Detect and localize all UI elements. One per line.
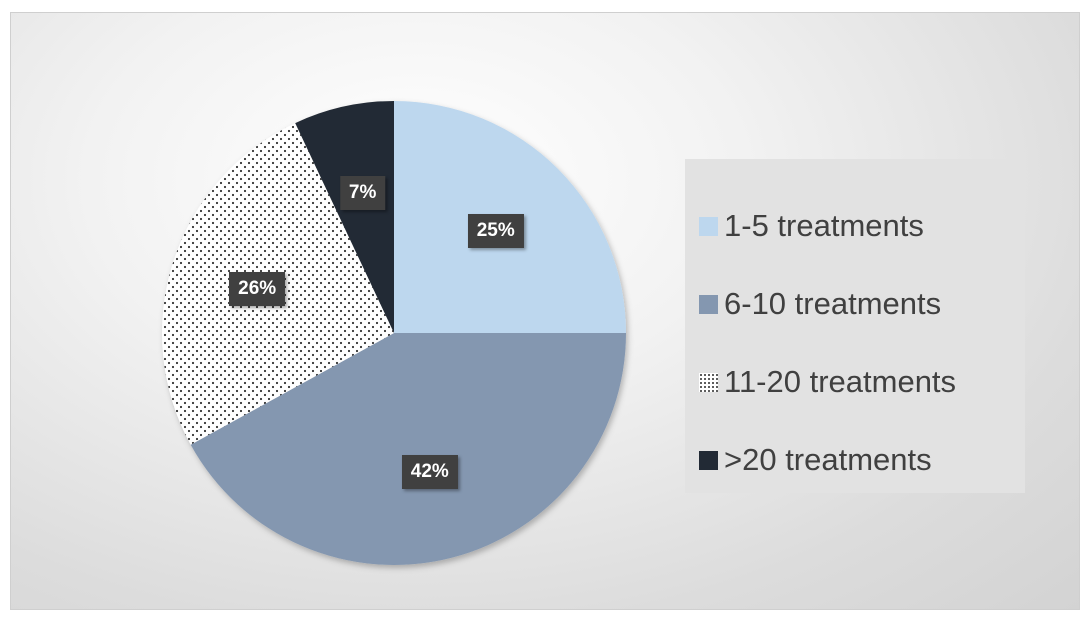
legend-swatch: [699, 372, 718, 392]
legend-item: >20 treatments: [685, 421, 1025, 499]
legend-item: 11-20 treatments: [685, 343, 1025, 421]
legend: 1-5 treatments 6-10 treatments 11-20 tre…: [685, 159, 1025, 493]
data-label: 7%: [339, 175, 386, 210]
legend-swatch: [699, 294, 718, 314]
data-label: 42%: [401, 455, 458, 490]
legend-item: 1-5 treatments: [685, 187, 1025, 265]
legend-swatch: [699, 216, 718, 236]
pie-slice: [295, 101, 394, 333]
legend-label: 6-10 treatments: [724, 286, 942, 321]
data-label: 26%: [229, 271, 286, 306]
chart-area: 25% 42% 26% 7% 1-5 treatments 6-10 treatmen…: [10, 12, 1080, 610]
legend-label: 1-5 treatments: [724, 208, 924, 243]
legend-label: >20 treatments: [724, 442, 932, 477]
legend-label: 11-20 treatments: [724, 364, 957, 399]
pie-slice: [190, 333, 627, 565]
legend-swatch: [699, 450, 718, 470]
legend-item: 6-10 treatments: [685, 265, 1025, 343]
data-label: 25%: [467, 214, 524, 249]
